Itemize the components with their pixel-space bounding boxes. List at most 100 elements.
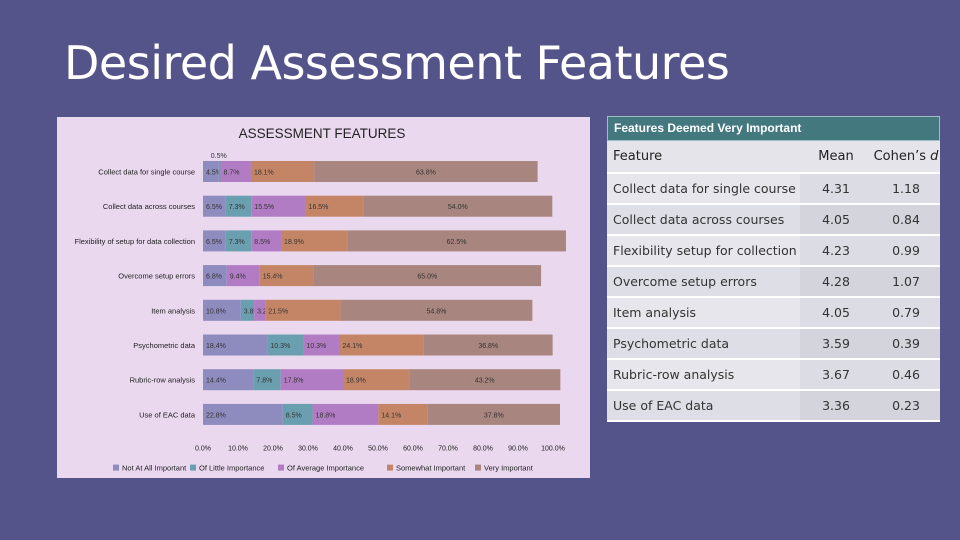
- data-label: 3.2%: [257, 308, 273, 315]
- row-cohens-d: 0.79: [872, 297, 940, 329]
- table-row: Item analysis 4.05 0.79: [607, 297, 940, 329]
- row-cohens-d: 1.18: [872, 173, 940, 205]
- category-label: Rubric-row analysis: [130, 376, 196, 385]
- data-label: 54.0%: [448, 204, 468, 211]
- legend-swatch: [190, 464, 196, 471]
- row-cohens-d: 0.23: [872, 390, 940, 422]
- bar-segment: [250, 161, 315, 182]
- legend-label: Not At All Important: [122, 464, 187, 473]
- data-label: 16.5%: [309, 204, 329, 211]
- data-label: 0.5%: [211, 153, 227, 160]
- bar-segment: [253, 369, 281, 391]
- data-label: 3.8%: [244, 308, 260, 315]
- data-label: 62.5%: [447, 239, 467, 246]
- table-row: Overcome setup errors 4.28 1.07: [607, 266, 940, 298]
- row-mean: 4.23: [800, 235, 872, 267]
- bar-segment: [427, 403, 560, 425]
- data-label: 18.1%: [254, 170, 274, 177]
- table-row: Collect data for single course 4.31 1.18: [607, 173, 940, 205]
- data-label: 63.8%: [416, 170, 436, 177]
- bar-segment: [203, 334, 268, 356]
- table-row: Flexibility setup for collection 4.23 0.99: [607, 235, 940, 267]
- bar-segment: [225, 230, 252, 252]
- bar-segment: [203, 403, 283, 425]
- category-label: Use of EAC data: [139, 410, 196, 419]
- bar-segment: [251, 195, 306, 217]
- data-label: 15.5%: [254, 204, 274, 211]
- assessment-features-chart: ASSESSMENT FEATURES Collect data for sin…: [57, 117, 590, 478]
- chart-svg: ASSESSMENT FEATURES Collect data for sin…: [75, 126, 566, 473]
- x-tick-label: 60.0%: [403, 446, 423, 453]
- header-feature: Feature: [607, 141, 800, 174]
- bar-segment: [303, 334, 340, 356]
- x-tick-label: 10.0%: [228, 446, 248, 453]
- data-label: 7.3%: [229, 204, 245, 211]
- slide-title: Desired Assessment Features: [64, 36, 730, 90]
- table-row: Psychometric data 3.59 0.39: [607, 328, 940, 360]
- legend-swatch: [475, 464, 481, 471]
- bar-segment: [343, 369, 410, 391]
- table-row: Collect data across courses 4.05 0.84: [607, 204, 940, 236]
- data-label: 10.3%: [306, 343, 326, 350]
- bar-segment: [378, 403, 428, 425]
- bar-segment: [409, 369, 561, 391]
- x-tick-label: 70.0%: [438, 446, 458, 453]
- table-caption: Features Deemed Very Important: [607, 116, 940, 141]
- bar-segment: [220, 161, 251, 182]
- data-label: 4.5%: [206, 170, 222, 177]
- bar-segment: [203, 195, 226, 217]
- data-label: 14.1%: [381, 412, 401, 419]
- bar-segment: [340, 299, 533, 321]
- legend-item: Of Average Importance: [278, 464, 364, 473]
- row-mean: 4.31: [800, 173, 872, 205]
- category-label: Collect data across courses: [103, 202, 195, 211]
- data-label: 6.5%: [206, 239, 222, 246]
- x-tick-label: 50.0%: [368, 446, 388, 453]
- data-label: 22.8%: [206, 412, 226, 419]
- row-cohens-d: 1.07: [872, 266, 940, 298]
- row-feature: Item analysis: [607, 297, 800, 329]
- bar-segment: [363, 195, 553, 217]
- table-row: Use of EAC data 3.36 0.23: [607, 390, 940, 422]
- row-feature: Overcome setup errors: [607, 266, 800, 298]
- bar-segment: [347, 230, 566, 252]
- bar-segment: [312, 403, 379, 425]
- data-label: 8.5%: [254, 239, 270, 246]
- bar-segment: [282, 403, 313, 425]
- x-axis: 0.0% 10.0% 20.0% 30.0% 40.0% 50.0% 60.0% 70.0% 8…: [195, 446, 565, 453]
- data-label: 17.8%: [284, 378, 304, 385]
- legend-item: Somewhat Important: [387, 464, 466, 473]
- legend-swatch: [113, 464, 119, 471]
- legend-label: Of Average Importance: [287, 464, 364, 473]
- header-mean: Mean: [800, 141, 872, 174]
- bars-group: Collect data for single course 4.5% 0.5% 8.…: [75, 153, 566, 425]
- data-label: 18.8%: [316, 412, 336, 419]
- bar-segment: [226, 265, 260, 287]
- bar-segment: [423, 334, 553, 356]
- legend-label: Very Important: [484, 464, 534, 473]
- category-label: Flexibility of setup for data collection: [75, 237, 195, 246]
- data-label: 18.9%: [284, 239, 304, 246]
- legend-label: Somewhat Important: [396, 464, 466, 473]
- legend-item: Not At All Important: [113, 464, 187, 473]
- x-tick-label: 0.0%: [195, 446, 211, 453]
- legend-swatch: [278, 464, 284, 471]
- data-label: 7.3%: [229, 239, 245, 246]
- data-label: 54.8%: [427, 308, 447, 315]
- data-label: 10.3%: [270, 343, 290, 350]
- data-label: 43.2%: [475, 378, 495, 385]
- bar-segment: [203, 230, 226, 252]
- bar-segment: [265, 299, 341, 321]
- legend-item: Of Little Importance: [190, 464, 264, 473]
- bar-segment: [339, 334, 424, 356]
- row-mean: 3.67: [800, 359, 872, 391]
- data-label: 9.4%: [230, 274, 246, 281]
- data-label: 18.9%: [346, 378, 366, 385]
- row-feature: Collect data for single course: [607, 173, 800, 205]
- data-label: 65.0%: [417, 274, 437, 281]
- bar-segment: [280, 369, 343, 391]
- bar-segment: [240, 299, 255, 321]
- bar-segment: [203, 161, 219, 182]
- data-label: 6.5%: [206, 204, 222, 211]
- data-label: 7.8%: [256, 378, 272, 385]
